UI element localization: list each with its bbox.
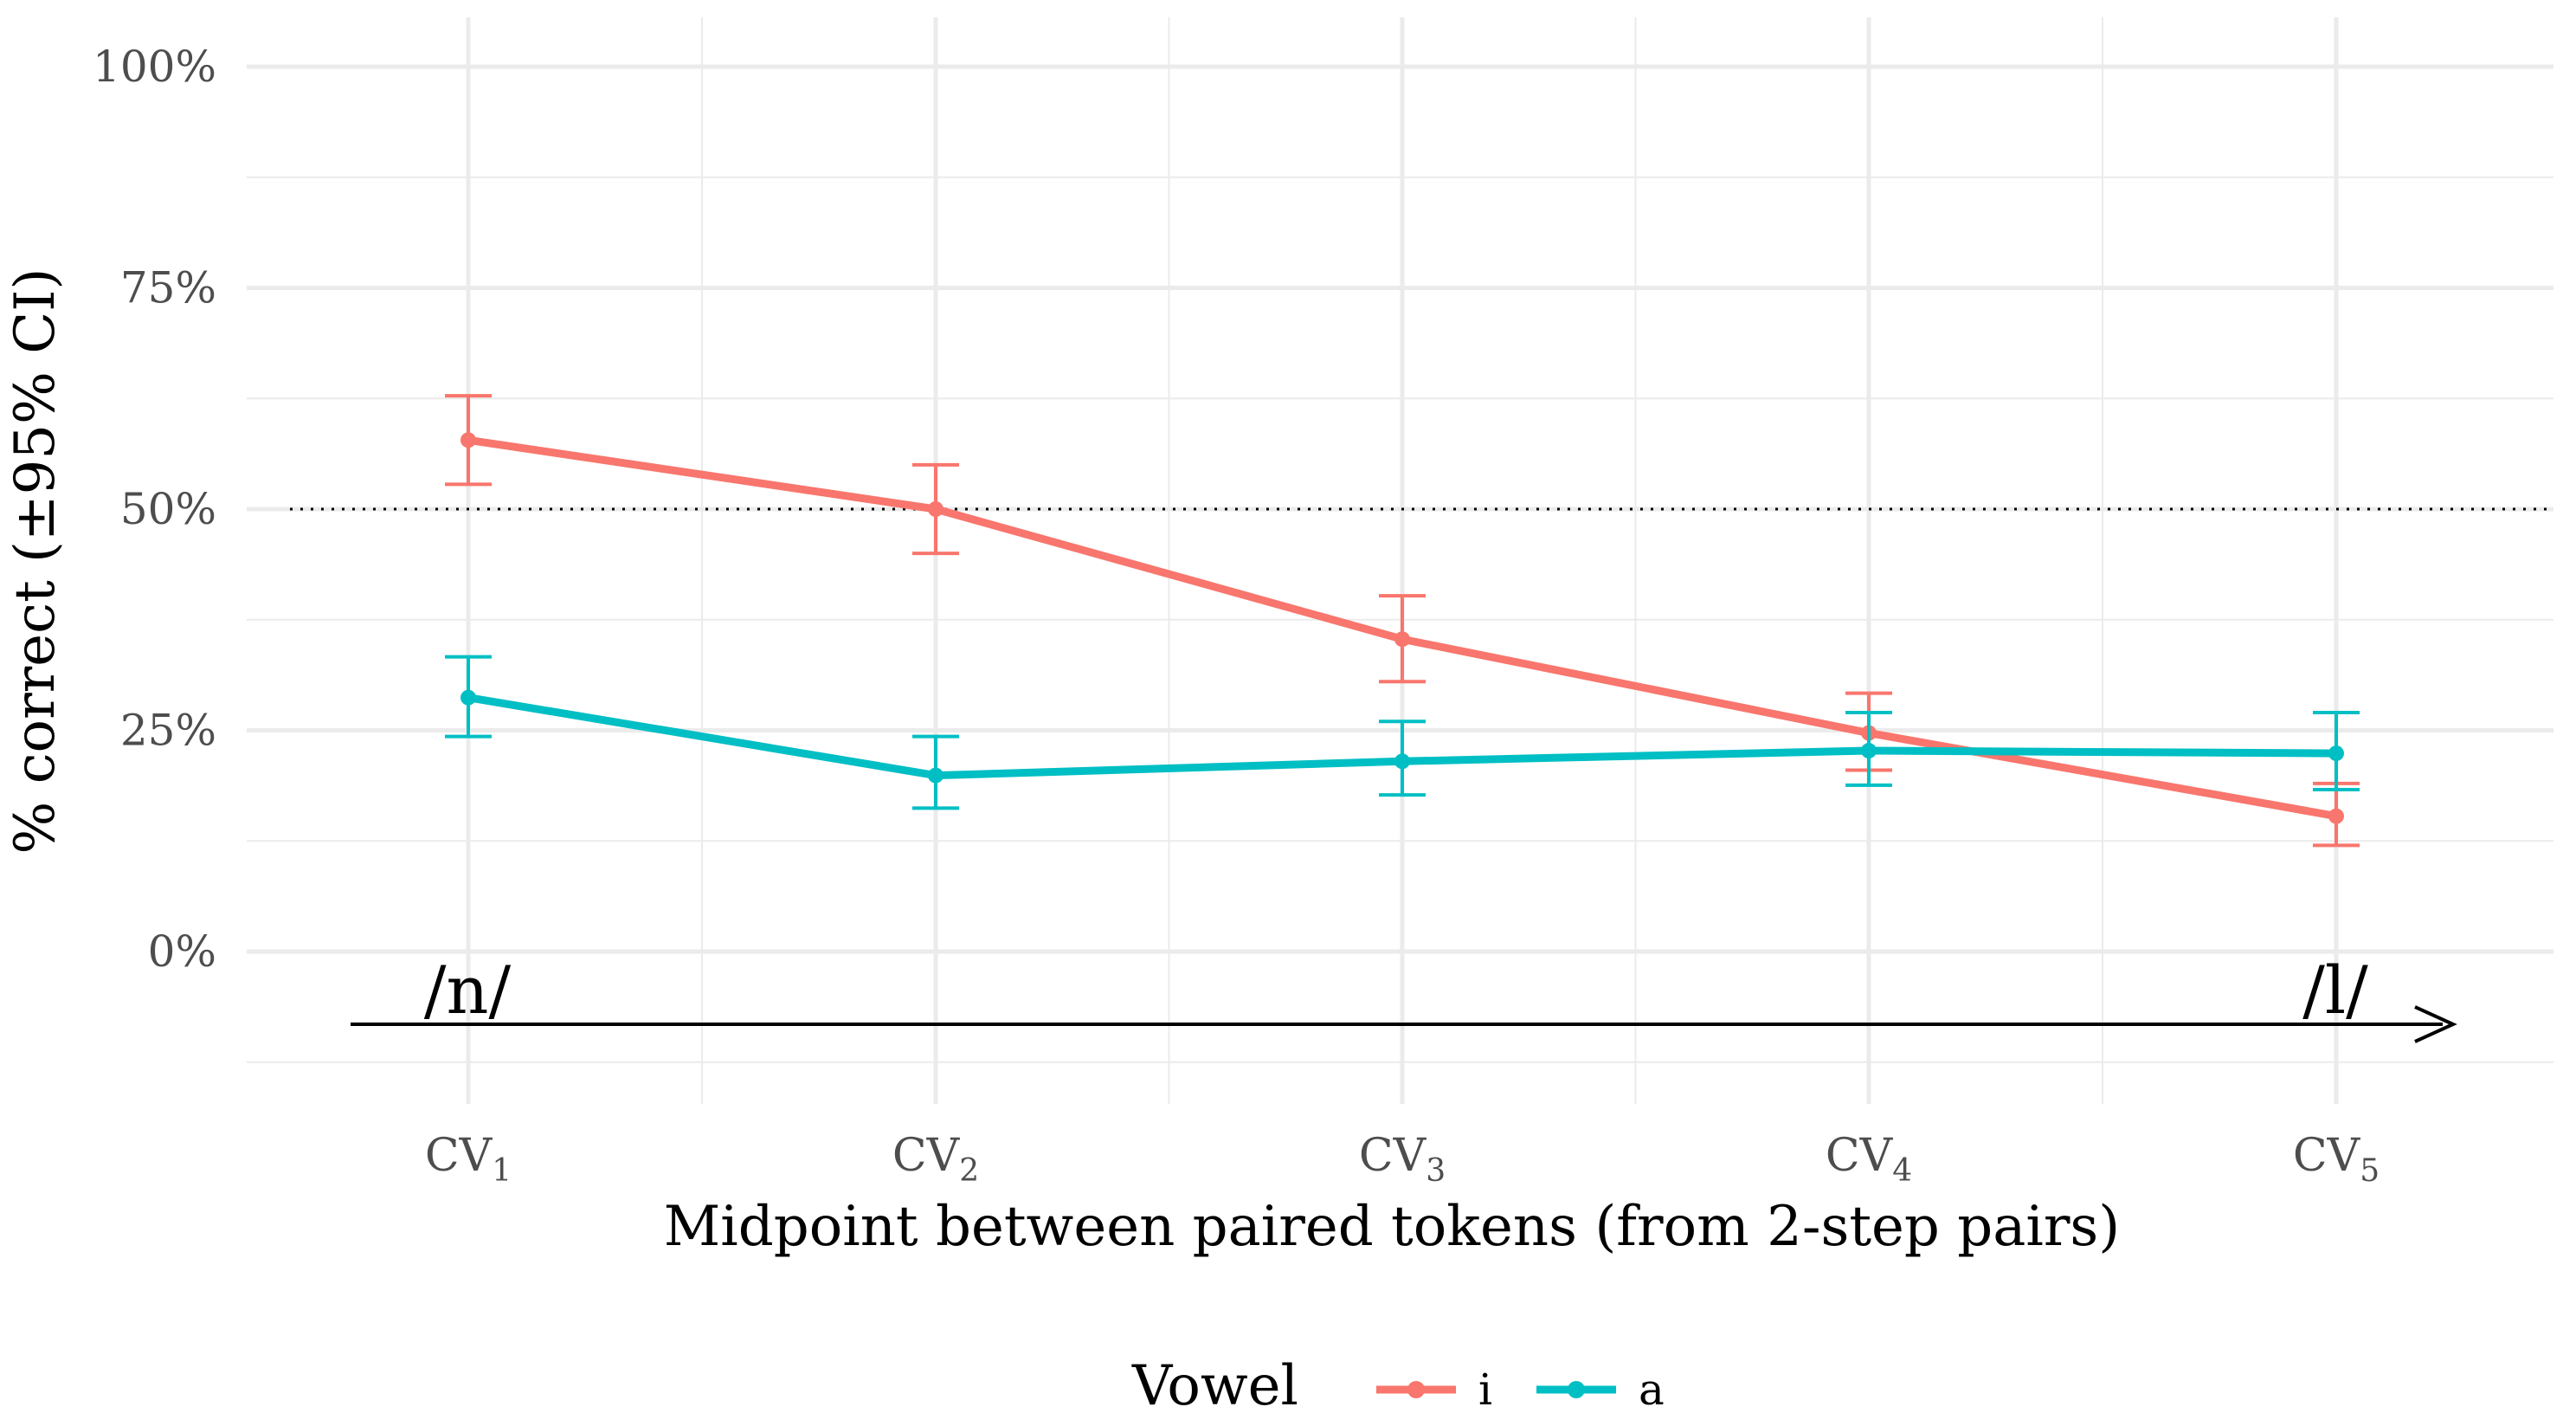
data-point (1394, 631, 1410, 648)
data-point (460, 689, 476, 706)
y-tick-label: 100% (93, 42, 216, 92)
x-axis-ticks: CV1 CV2 CV3 CV4 CV5 (425, 1130, 2380, 1189)
arrow-head-icon (2414, 1005, 2457, 1043)
continuum-start-label: /n/ (424, 952, 512, 1029)
series-layer (445, 394, 2360, 848)
data-point (1394, 753, 1410, 770)
legend-item-a: a (1536, 1365, 1665, 1415)
data-point (2328, 745, 2344, 762)
data-point (1861, 743, 1877, 759)
continuum-end-label: /l/ (2302, 952, 2368, 1029)
data-point (460, 432, 476, 448)
y-tick-label: 25% (120, 706, 216, 756)
y-tick-label: 75% (120, 263, 216, 313)
continuum-arrow: /n/ /l/ (351, 952, 2457, 1043)
x-tick-label: CV5 (2293, 1130, 2380, 1189)
data-point (2328, 808, 2344, 824)
legend-item-i: i (1376, 1365, 1492, 1415)
y-axis-ticks: 0% 25% 50% 75% 100% (93, 42, 216, 977)
y-axis-title: % correct (±95% CI) (3, 268, 68, 855)
legend-label: a (1639, 1365, 1665, 1415)
legend-key-point (1568, 1381, 1585, 1398)
y-tick-label: 50% (120, 484, 216, 534)
y-tick-label: 0% (148, 926, 216, 977)
series-i (445, 394, 2360, 848)
legend-label: i (1478, 1365, 1492, 1415)
x-tick-label: CV4 (1826, 1130, 1912, 1189)
x-tick-label: CV3 (1359, 1130, 1446, 1189)
data-point (928, 767, 943, 784)
x-tick-label: CV1 (425, 1130, 512, 1189)
legend-key-point (1407, 1381, 1425, 1398)
grid-major (247, 17, 2553, 1104)
x-axis-title: Midpoint between paired tokens (from 2-s… (664, 1195, 2120, 1259)
series-a (445, 655, 2360, 810)
x-tick-label: CV2 (892, 1130, 979, 1189)
data-point (928, 501, 943, 517)
legend-title: Vowel (1131, 1354, 1298, 1418)
